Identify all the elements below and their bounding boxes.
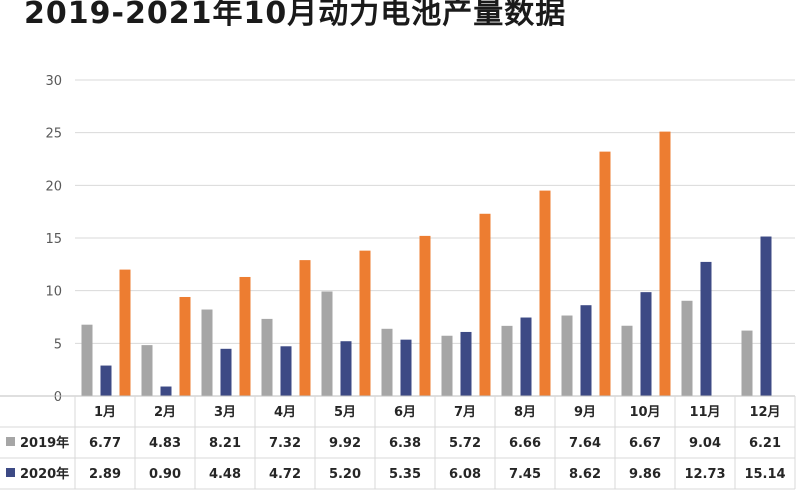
data-label: 4.72: [269, 467, 301, 482]
bar-series-1: [741, 330, 753, 396]
x-tick-label: 12月: [749, 405, 780, 420]
bar-series-3: [419, 235, 431, 396]
x-tick-label: 8月: [514, 405, 536, 420]
data-label: 6.38: [389, 436, 421, 451]
y-tick-label: 5: [54, 337, 62, 352]
bar-series-1: [681, 300, 693, 396]
bar-series-3: [539, 190, 551, 396]
y-tick-label: 30: [45, 74, 62, 89]
bar-series-3: [119, 269, 131, 396]
data-label: 7.64: [569, 436, 601, 451]
x-tick-label: 1月: [94, 405, 116, 420]
x-tick-label: 4月: [274, 405, 296, 420]
data-label: 5.20: [329, 467, 361, 482]
data-label: 8.21: [209, 436, 241, 451]
bar-series-3: [659, 131, 671, 396]
data-label: 8.62: [569, 467, 601, 482]
x-tick-label: 3月: [214, 405, 236, 420]
data-label: 9.92: [329, 436, 361, 451]
bar-series-2: [340, 341, 352, 396]
bar-series-1: [381, 328, 393, 396]
legend-label: 2020年: [20, 466, 69, 482]
data-label: 6.66: [509, 436, 541, 451]
bar-series-2: [100, 365, 112, 396]
data-label: 12.73: [684, 467, 725, 482]
bar-series-3: [599, 151, 611, 396]
bar-series-1: [441, 335, 453, 396]
y-tick-label: 10: [45, 285, 62, 300]
bar-series-1: [501, 325, 513, 396]
chart-title: 2019-2021年10月动力电池产量数据: [24, 0, 567, 31]
bar-series-2: [520, 317, 532, 396]
bar-series-2: [640, 292, 652, 396]
data-label: 6.21: [749, 436, 781, 451]
data-label: 6.67: [629, 436, 661, 451]
y-tick-label: 25: [45, 127, 62, 142]
data-label: 4.83: [149, 436, 181, 451]
bar-series-2: [400, 339, 412, 396]
x-tick-label: 2月: [154, 405, 176, 420]
data-label: 4.48: [209, 467, 241, 482]
data-label: 9.86: [629, 467, 661, 482]
data-label: 7.32: [269, 436, 301, 451]
bar-series-1: [321, 291, 333, 396]
bar-series-1: [201, 309, 213, 396]
bar-series-3: [479, 213, 491, 396]
bar-series-1: [81, 324, 93, 396]
data-label: 9.04: [689, 436, 721, 451]
x-tick-label: 10月: [629, 405, 660, 420]
x-tick-label: 5月: [334, 405, 356, 420]
legend-swatch: [6, 468, 15, 477]
data-label: 7.45: [509, 467, 541, 482]
bar-series-1: [621, 325, 633, 396]
bar-series-2: [580, 305, 592, 396]
y-tick-label: 20: [45, 179, 62, 194]
data-label: 5.72: [449, 436, 481, 451]
x-tick-label: 7月: [454, 405, 476, 420]
data-label: 15.14: [744, 467, 785, 482]
bar-series-2: [280, 346, 292, 396]
data-label: 6.77: [89, 436, 121, 451]
y-tick-label: 0: [54, 390, 62, 405]
bar-series-2: [700, 261, 712, 396]
x-tick-label: 9月: [574, 405, 596, 420]
data-label: 0.90: [149, 467, 181, 482]
bar-series-3: [299, 260, 311, 396]
x-tick-label: 6月: [394, 405, 416, 420]
y-tick-label: 15: [45, 232, 62, 247]
bar-series-2: [160, 386, 172, 396]
data-label: 5.35: [389, 467, 421, 482]
bar-series-2: [760, 236, 772, 396]
data-label: 6.08: [449, 467, 481, 482]
legend-label: 2019年: [20, 435, 69, 451]
bar-series-3: [359, 250, 371, 396]
bar-series-1: [141, 345, 153, 396]
legend-swatch: [6, 437, 15, 446]
bar-series-3: [179, 296, 191, 396]
bar-series-2: [460, 331, 472, 396]
bar-series-2: [220, 348, 232, 396]
bar-series-1: [261, 318, 273, 396]
data-label: 2.89: [89, 467, 121, 482]
bar-series-1: [561, 315, 573, 396]
x-tick-label: 11月: [689, 405, 720, 420]
bar-series-3: [239, 276, 251, 396]
